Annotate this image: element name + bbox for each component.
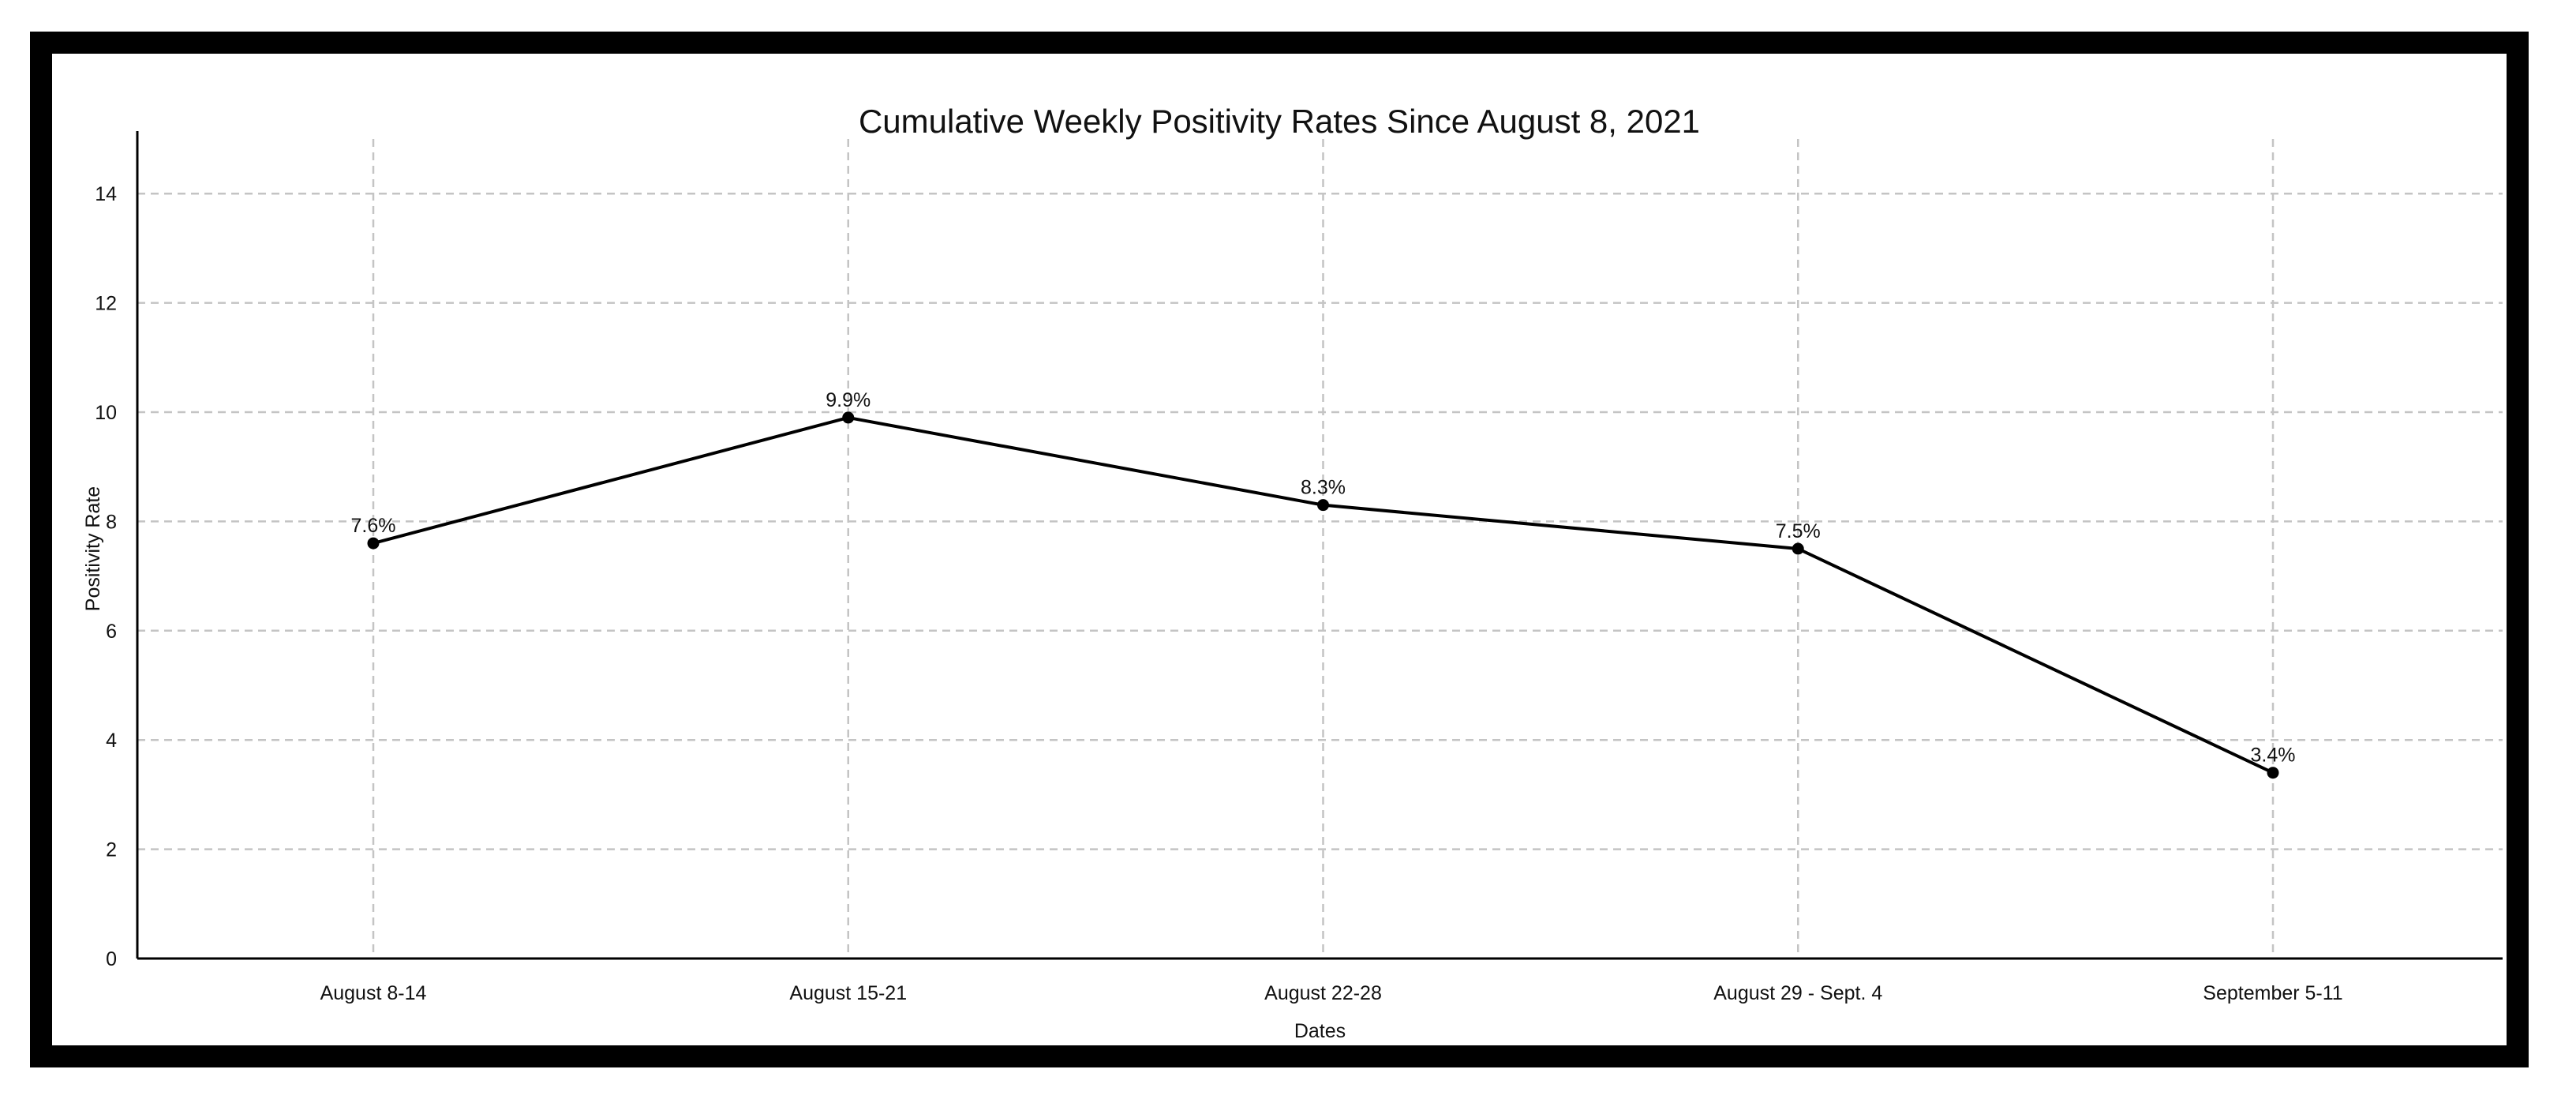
data-label: 9.9% — [826, 389, 871, 411]
data-point — [1792, 542, 1804, 555]
data-label: 7.6% — [351, 515, 396, 537]
data-point — [2267, 767, 2279, 779]
y-tick-label: 14 — [95, 183, 117, 205]
x-tick-label: August 8-14 — [320, 982, 427, 1004]
y-tick-labels: 0 2 4 6 8 10 12 14 — [95, 183, 117, 970]
x-tick-label: August 15-21 — [789, 982, 907, 1004]
y-tick-label: 4 — [106, 730, 117, 752]
x-axis-title: Dates — [1294, 1020, 1346, 1042]
data-labels: 7.6% 9.9% 8.3% 7.5% 3.4% — [351, 389, 2296, 767]
y-tick-label: 8 — [106, 511, 117, 533]
x-tick-labels: August 8-14 August 15-21 August 22-28 Augus… — [320, 982, 2343, 1004]
chart-frame: Cumulative Weekly Positivity Rates Since… — [30, 32, 2529, 1067]
chart: Cumulative Weekly Positivity Rates Since… — [82, 103, 2503, 1042]
data-point — [1317, 499, 1329, 512]
data-label: 8.3% — [1301, 477, 1346, 499]
y-tick-label: 12 — [95, 293, 117, 315]
y-tick-label: 6 — [106, 621, 117, 643]
y-tick-label: 10 — [95, 402, 117, 424]
x-tick-label: September 5-11 — [2203, 982, 2342, 1004]
y-tick-label: 0 — [106, 948, 117, 970]
chart-title: Cumulative Weekly Positivity Rates Since… — [859, 103, 1700, 140]
x-tick-label: August 29 - Sept. 4 — [1713, 982, 1882, 1004]
x-tick-label: August 22-28 — [1264, 982, 1382, 1004]
data-label: 3.4% — [2251, 745, 2296, 767]
data-point — [367, 537, 380, 550]
data-point — [842, 411, 855, 424]
data-label: 7.5% — [1776, 520, 1821, 542]
grid — [137, 139, 2503, 959]
y-tick-label: 2 — [106, 839, 117, 861]
y-axis-title: Positivity Rate — [82, 486, 104, 611]
data-points — [367, 411, 2279, 779]
